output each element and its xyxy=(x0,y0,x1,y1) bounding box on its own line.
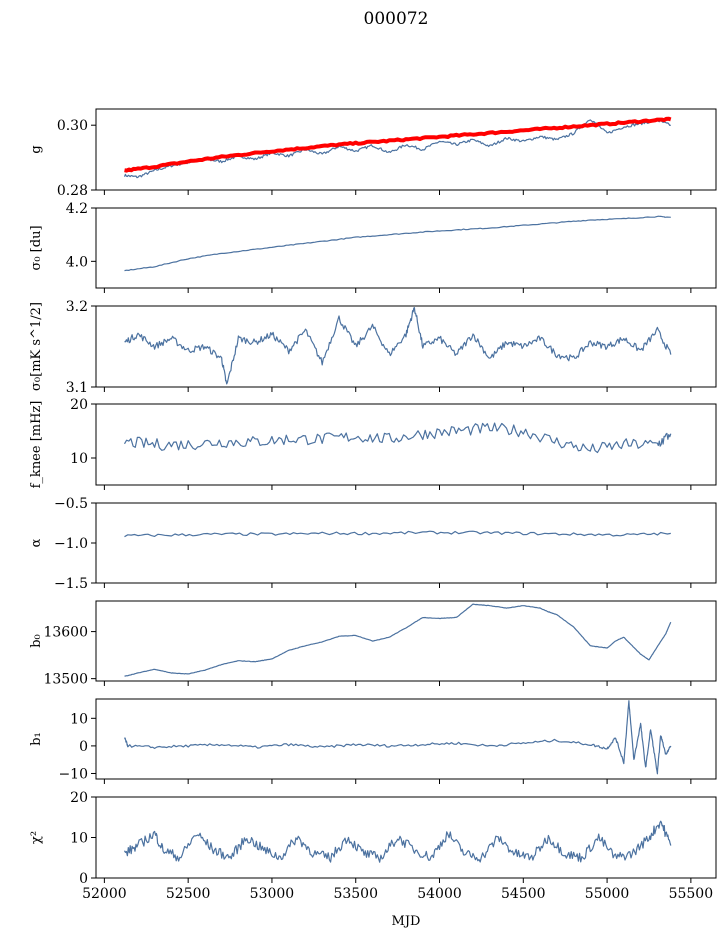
panel-frame-4 xyxy=(95,403,717,486)
y-axis-label-1: g xyxy=(29,145,44,153)
panel-frame-6 xyxy=(95,600,717,682)
y-tick-label: 10 xyxy=(70,451,88,467)
series-line-8 xyxy=(123,820,672,863)
x-tick-label-54000: 54000 xyxy=(417,886,462,902)
panel-frame-5 xyxy=(95,502,717,584)
y-tick-label: 3.1 xyxy=(66,380,88,396)
fit-line xyxy=(124,116,672,173)
x-tick-label-53000: 53000 xyxy=(250,886,295,902)
x-tick-label-52000: 52000 xyxy=(82,886,127,902)
y-axis-label-2: σ₀ [du] xyxy=(29,225,44,270)
y-tick-label: 0.30 xyxy=(57,118,88,134)
series-line-5 xyxy=(124,530,671,538)
panel-frame-3 xyxy=(95,305,717,388)
y-tick-label: 10 xyxy=(70,831,88,847)
series-line-2 xyxy=(124,215,671,272)
series-line-1 xyxy=(123,119,671,179)
panels: 0.28 0.30 g 4.0 4.2 σ₀ [du] 3.1 3.2 σ₀[mK s^1/2]… xyxy=(29,108,717,902)
series-line-6 xyxy=(124,603,672,677)
y-tick-label: −0.5 xyxy=(54,496,88,512)
y-tick-label: −1.5 xyxy=(54,576,88,592)
panel-frame-8 xyxy=(95,796,717,879)
y-tick-label: 13500 xyxy=(43,672,88,688)
y-tick-label: −10 xyxy=(58,766,88,782)
y-axis-label-6: b₀ xyxy=(29,634,44,648)
x-tick-label-54500: 54500 xyxy=(501,886,546,902)
y-tick-label: 3.2 xyxy=(66,299,88,315)
x-tick-label-53500: 53500 xyxy=(333,886,378,902)
y-tick-label: 4.2 xyxy=(66,201,88,217)
panel-frame-7 xyxy=(95,698,717,780)
series-line-4 xyxy=(123,422,672,454)
y-axis-label-4: f_knee [mHz] xyxy=(29,401,44,489)
x-tick-label-55000: 55000 xyxy=(585,886,630,902)
y-axis-label-8: χ² xyxy=(29,831,44,844)
y-tick-label: 20 xyxy=(70,397,88,413)
series-line-7 xyxy=(124,700,672,775)
x-tick-label-55500: 55500 xyxy=(669,886,714,902)
figure-title: 000072 xyxy=(364,9,429,29)
x-tick-label-52500: 52500 xyxy=(166,886,211,902)
y-tick-label: 13600 xyxy=(43,625,88,641)
y-axis-label-3: σ₀[mK s^1/2] xyxy=(29,302,44,391)
panel-frame-1 xyxy=(95,108,717,191)
y-tick-label: 0.28 xyxy=(57,183,88,199)
panel-frame-2 xyxy=(95,207,717,289)
y-tick-label: −1.0 xyxy=(54,536,88,552)
y-axis-label-5: α xyxy=(29,538,44,547)
y-tick-label: 20 xyxy=(70,790,88,806)
series-line-3 xyxy=(124,307,672,385)
x-axis-label: MJD xyxy=(392,914,421,929)
y-tick-label: 0 xyxy=(79,871,88,887)
y-tick-label: 0 xyxy=(79,739,88,755)
y-tick-label: 10 xyxy=(70,711,88,727)
y-axis-label-7: b₁ xyxy=(29,732,44,746)
y-tick-label: 4.0 xyxy=(66,254,88,270)
